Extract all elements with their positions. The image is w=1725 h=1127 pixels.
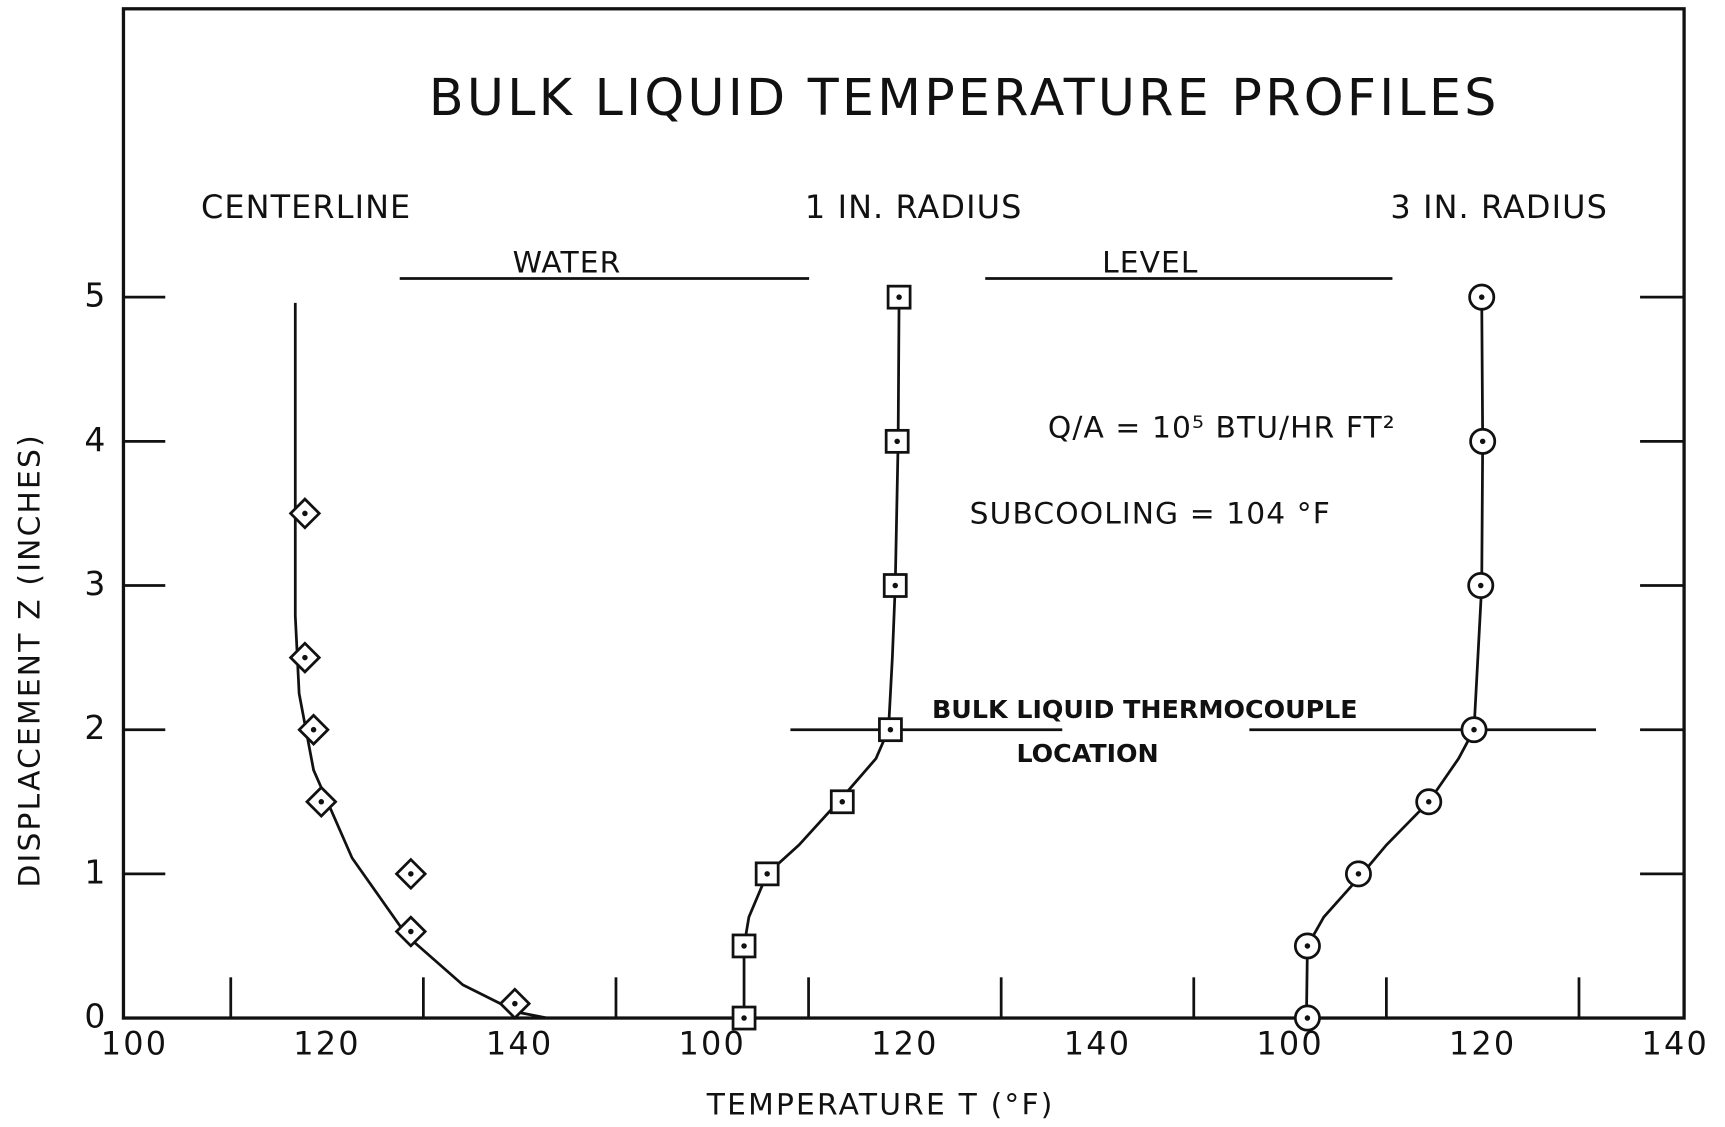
y-tick-label: 3: [84, 564, 105, 603]
point-center: [764, 871, 770, 877]
point-center: [302, 654, 308, 661]
annotation: Q/A = 10⁵ BTU/HR FT²: [1048, 411, 1396, 446]
point-center: [839, 799, 846, 805]
point-center: [1426, 799, 1432, 805]
y-tick-label: 5: [84, 276, 105, 315]
point-center: [1478, 294, 1485, 300]
annotation: LEVEL: [1102, 246, 1198, 281]
x-tick-label: 140: [1642, 1025, 1710, 1063]
annotation: WATER: [513, 246, 622, 281]
point-center: [408, 871, 414, 877]
point-center: [892, 582, 898, 589]
frame: [121, 7, 1686, 1020]
point-center: [887, 726, 894, 733]
x-tick-label: 120: [1449, 1025, 1517, 1063]
point-center: [408, 928, 414, 935]
point-center: [1478, 582, 1484, 589]
point-center: [896, 294, 902, 300]
panel-title: 3 IN. RADIUS: [1390, 188, 1607, 226]
annotation: SUBCOOLING = 104 °F: [970, 497, 1331, 532]
y-tick-label: 2: [84, 708, 105, 747]
fit-curve: [293, 302, 548, 1020]
point-center: [741, 1015, 747, 1021]
x-tick-label: 120: [871, 1025, 939, 1063]
point-center: [741, 943, 747, 949]
x-tick-label: 100: [679, 1025, 747, 1063]
y-axis-label: DISPLACEMENT Z (INCHES): [13, 433, 48, 887]
y-tick-label: 4: [84, 420, 105, 459]
annotation: BULK LIQUID THERMOCOUPLE: [932, 695, 1358, 724]
x-axis-label: TEMPERATURE T (°F): [706, 1088, 1055, 1123]
y-tick-label: 1: [84, 852, 105, 891]
x-tick-label: 140: [486, 1025, 554, 1063]
point-center: [894, 438, 900, 445]
point-center: [1471, 726, 1477, 733]
point-center: [512, 1000, 518, 1007]
panel-title: 1 IN. RADIUS: [805, 188, 1023, 226]
fit-curve: [1305, 297, 1485, 1019]
x-tick-label: 140: [1064, 1025, 1132, 1063]
x-tick-label: 120: [293, 1025, 361, 1063]
point-center: [310, 726, 317, 733]
panel-title: CENTERLINE: [201, 188, 411, 226]
chart-title: BULK LIQUID TEMPERATURE PROFILES: [429, 68, 1500, 127]
annotation: LOCATION: [1016, 739, 1158, 768]
x-tick-label: 100: [101, 1025, 169, 1063]
x-tick-label: 100: [1256, 1025, 1324, 1063]
point-center: [302, 510, 308, 517]
y-tick-label: 0: [84, 997, 105, 1036]
point-center: [1304, 943, 1311, 949]
point-center: [1304, 1015, 1311, 1021]
point-center: [1355, 871, 1362, 877]
point-center: [1479, 438, 1486, 445]
fit-curve: [742, 297, 901, 1019]
point-center: [318, 799, 325, 805]
